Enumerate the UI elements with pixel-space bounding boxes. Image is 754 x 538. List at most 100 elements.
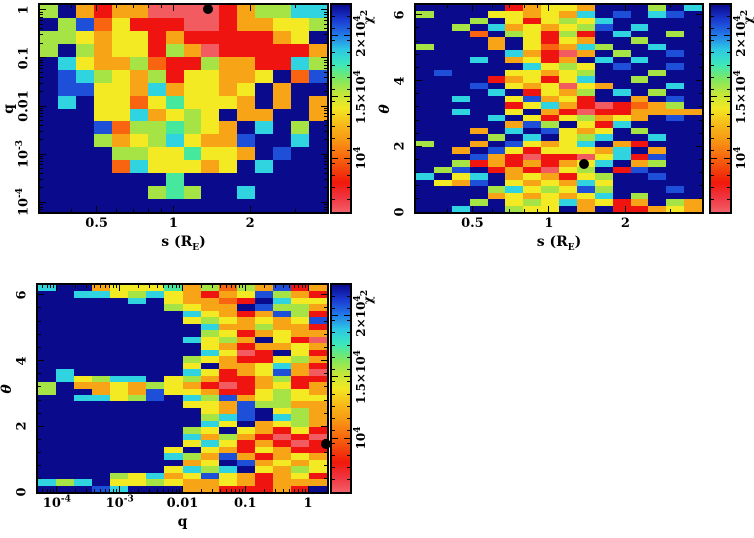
heatmap-cell [272, 336, 291, 344]
heatmap-cell [451, 76, 470, 83]
heatmap-cell [505, 114, 524, 122]
heatmap-cell [541, 82, 559, 90]
heatmap-cell [236, 310, 255, 318]
heatmap-cell [451, 134, 470, 141]
heatmap-cell [273, 43, 292, 57]
heatmap-cell [56, 304, 75, 311]
tick-mark [75, 489, 77, 492]
tick-mark [324, 130, 327, 132]
heatmap-cell [541, 140, 559, 148]
tick-mark [46, 285, 48, 288]
heatmap-cell [559, 121, 577, 128]
heatmap-cell [559, 17, 577, 25]
heatmap-cell [469, 179, 488, 187]
heatmap-cell [92, 285, 111, 292]
tick-mark [699, 27, 702, 29]
tick-mark [46, 489, 48, 492]
tick-mark [321, 9, 327, 11]
heatmap-cell [183, 199, 202, 212]
heatmap-cell [74, 291, 93, 298]
heatmap-cell [308, 414, 327, 421]
colorbar: χ2 104 1.5×104 2×104 [709, 3, 754, 214]
tick-mark [324, 164, 327, 166]
heatmap-cell [290, 401, 309, 408]
heatmap-cell [523, 63, 542, 70]
tick-mark [96, 206, 98, 212]
heatmap-cell [648, 17, 667, 25]
heatmap-cell [469, 37, 488, 44]
heatmap-cell [291, 69, 310, 83]
heatmap-cell [559, 24, 577, 31]
heatmap-cell [57, 82, 76, 96]
heatmap-cell [74, 427, 93, 434]
heatmap-cell [451, 192, 470, 200]
colorbar-tick-label: 1.5×104 [353, 349, 368, 404]
heatmap-cell [110, 297, 129, 305]
heatmap-cell [666, 24, 685, 31]
heatmap-cell [612, 76, 631, 83]
heatmap-cell [433, 186, 452, 193]
heatmap-cell [505, 89, 524, 96]
heatmap-cell [218, 362, 237, 370]
tick-mark [332, 157, 338, 159]
tick-mark [40, 209, 43, 211]
tick-mark [119, 285, 121, 291]
heatmap-cell [433, 5, 452, 12]
heatmap-cell [110, 433, 129, 441]
tick-mark [332, 356, 335, 358]
heatmap-cell [505, 50, 524, 57]
heatmap-cell [183, 173, 202, 187]
heatmap-cell [254, 485, 273, 492]
tick-mark [347, 89, 350, 90]
heatmap-cell [218, 375, 237, 383]
heatmap-cell [40, 30, 58, 44]
heatmap-cell [272, 453, 291, 460]
tick-mark [347, 405, 350, 407]
heatmap-cell [237, 186, 256, 200]
heatmap-cell [684, 17, 702, 25]
tick-mark [40, 155, 43, 157]
heatmap-cell [684, 56, 702, 64]
heatmap-cell [630, 108, 649, 115]
heatmap-cell [576, 199, 595, 206]
heatmap-cell [254, 479, 273, 486]
heatmap-cell [630, 186, 649, 193]
heatmap-cell [308, 466, 327, 473]
heatmap-cell [416, 30, 434, 38]
heatmap-cell [165, 199, 184, 212]
heatmap-cell [505, 205, 524, 212]
tick-mark [324, 113, 327, 115]
heatmap-cell [255, 147, 274, 161]
tick-mark [332, 40, 335, 42]
heatmap-cell [201, 147, 220, 161]
tick-mark [40, 110, 43, 112]
tick-mark [321, 425, 327, 427]
heatmap-cell [128, 304, 147, 311]
heatmap-cell [666, 108, 685, 115]
heatmap-cell [147, 82, 166, 96]
tick-mark [40, 16, 43, 18]
heatmap-cell [451, 153, 470, 161]
heatmap-cell [630, 205, 649, 212]
heatmap-cell [164, 304, 183, 311]
tick-mark [324, 478, 327, 480]
heatmap-cell [594, 24, 613, 31]
heatmap-cell [523, 95, 542, 103]
tick-mark [148, 209, 150, 212]
heatmap-cell [505, 24, 524, 31]
tick-mark [696, 211, 702, 213]
y-tick-label: 2 [14, 421, 30, 431]
heatmap-cell [255, 186, 274, 200]
heatmap-cell [182, 472, 201, 480]
heatmap-cell [200, 323, 219, 331]
heatmap-cell [75, 43, 94, 57]
tick-mark [536, 5, 538, 8]
heatmap-cell [218, 285, 237, 292]
heatmap-cell [451, 173, 470, 180]
tick-mark [230, 489, 232, 492]
tick-mark [133, 5, 135, 8]
tick-mark [416, 40, 419, 42]
tick-mark [416, 185, 419, 187]
heatmap-cell [487, 102, 506, 109]
tick-mark [56, 486, 58, 492]
